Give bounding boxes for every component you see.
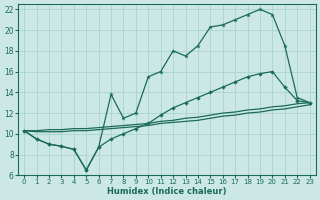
X-axis label: Humidex (Indice chaleur): Humidex (Indice chaleur) (107, 187, 227, 196)
